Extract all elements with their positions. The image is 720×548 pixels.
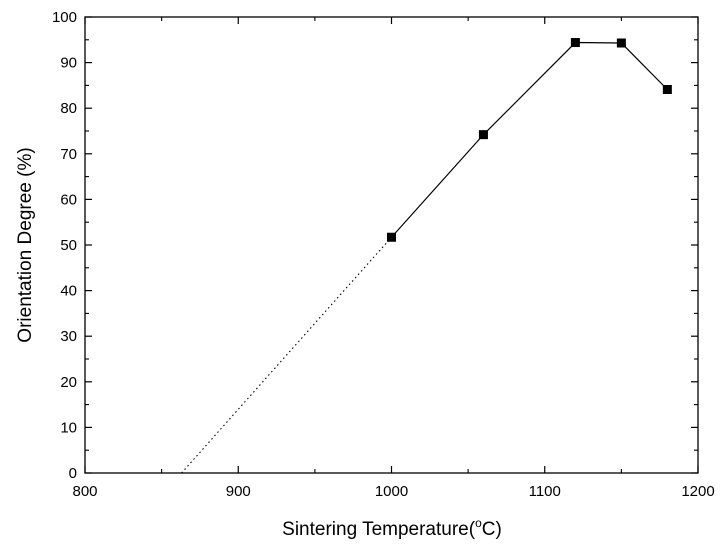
data-point-marker <box>387 232 396 242</box>
extrapolation-layer <box>181 236 392 474</box>
y-tick-label: 80 <box>60 100 77 117</box>
y-tick-label: 40 <box>60 283 77 300</box>
y-tick-label: 30 <box>60 328 77 345</box>
x-tick-label: 1200 <box>681 483 714 500</box>
data-point-marker <box>662 85 672 95</box>
data-point-marker <box>478 130 488 140</box>
x-tick-label: 1100 <box>529 483 561 500</box>
data-point-marker <box>616 38 626 48</box>
y-axis-title: Orientation Degree (%) <box>15 147 36 342</box>
y-tick-label: 60 <box>60 191 77 208</box>
x-tick-label: 1000 <box>375 483 408 500</box>
plot-frame <box>84 16 699 474</box>
x-tick-label: 900 <box>226 483 251 500</box>
ticks-layer: 800 900 1000 1100 1200 0 10 20 30 40 50 60 70 80 90 100 <box>52 9 715 500</box>
x-axis-title: Sintering Temperature(oC) <box>282 516 502 540</box>
y-tick-label: 20 <box>60 374 77 391</box>
x-tick-label: 800 <box>72 483 97 500</box>
y-tick-label: 90 <box>60 55 77 72</box>
data-point-marker <box>570 38 580 48</box>
y-tick-label: 100 <box>52 9 77 26</box>
series-line <box>391 41 668 238</box>
y-tick-label: 70 <box>60 146 77 163</box>
x-axis-title-degree-sup: o <box>475 516 482 530</box>
y-tick-label: 50 <box>60 237 77 254</box>
y-tick-label: 0 <box>69 465 77 482</box>
extrapolation-dotted-line <box>181 236 392 474</box>
y-tick-label: 10 <box>60 419 77 436</box>
series-layer <box>387 38 672 242</box>
